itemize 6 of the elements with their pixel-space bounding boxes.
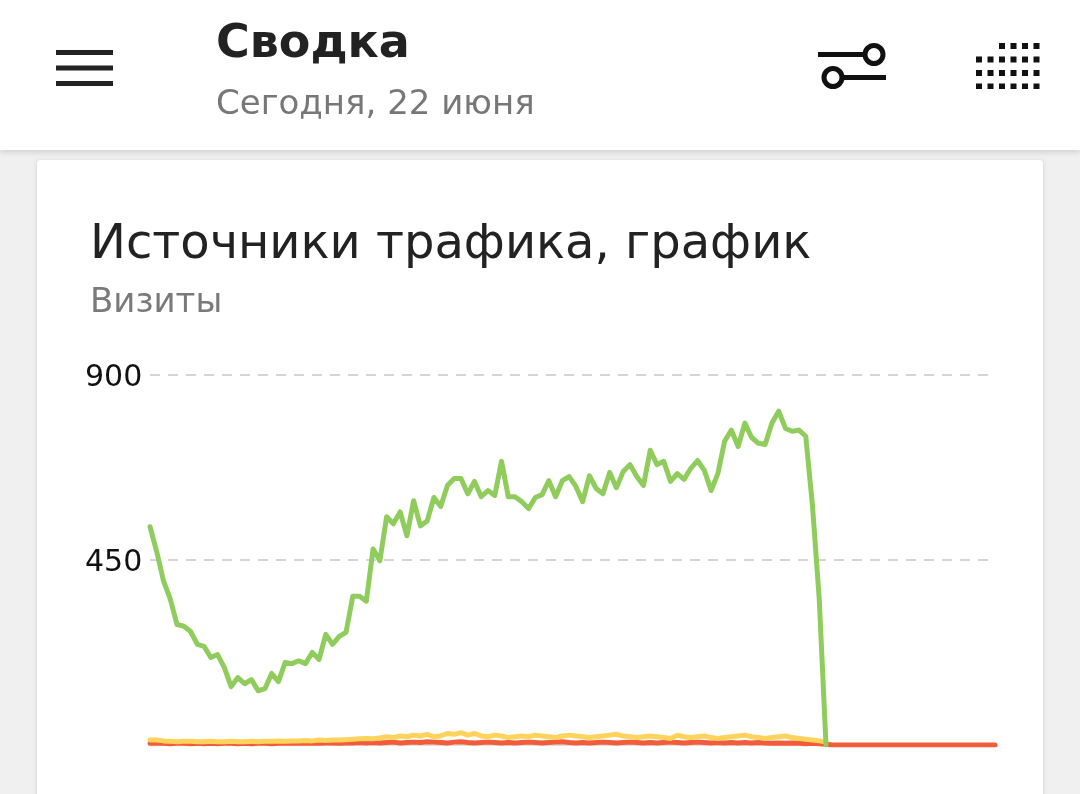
text: Сводка <box>216 14 410 68</box>
y-tick-label: 900 <box>85 357 143 393</box>
chart-subtitle: Визиты <box>90 280 223 320</box>
chart-title: Источники трафика, график <box>90 213 812 269</box>
y-tick-label: 450 <box>85 542 143 578</box>
text: Сегодня, 22 июня <box>216 82 535 122</box>
